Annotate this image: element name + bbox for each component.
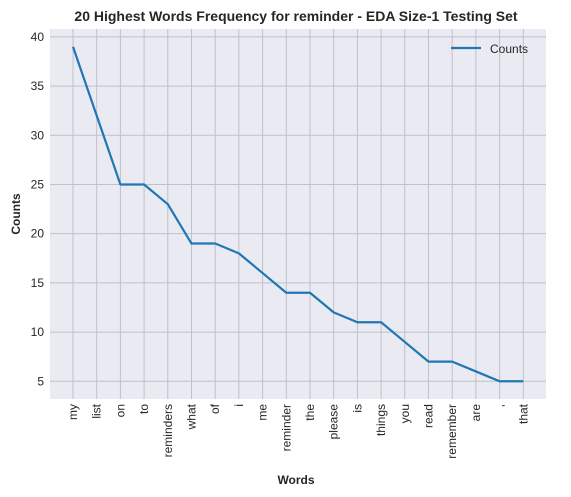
- x-tick-label: on: [113, 404, 127, 417]
- x-tick-label: are: [469, 404, 483, 422]
- y-tick-label: 20: [31, 227, 45, 241]
- y-tick-label: 30: [31, 128, 45, 142]
- x-tick-label: what: [185, 403, 199, 430]
- x-tick-label: to: [137, 404, 151, 414]
- x-axis-ticks: my list on to reminders what of i me reminder the p…: [66, 403, 530, 458]
- y-tick-label: 10: [31, 325, 45, 339]
- x-tick-label: me: [256, 404, 270, 421]
- chart-title: 20 Highest Words Frequency for reminder …: [74, 8, 518, 24]
- y-tick-label: 25: [31, 177, 45, 191]
- x-tick-label: you: [398, 404, 412, 423]
- y-tick-label: 40: [31, 30, 45, 44]
- y-axis-label: Counts: [9, 193, 23, 235]
- x-tick-label: is: [350, 404, 364, 413]
- x-tick-label: ,: [493, 404, 507, 407]
- x-tick-label: read: [422, 404, 436, 428]
- x-axis-label: Words: [277, 473, 314, 487]
- x-tick-label: of: [208, 403, 222, 414]
- x-tick-label: things: [374, 404, 388, 436]
- x-tick-label: list: [90, 403, 104, 418]
- x-tick-label: my: [66, 404, 80, 420]
- x-tick-label: please: [327, 404, 341, 440]
- x-tick-label: reminder: [279, 404, 293, 451]
- y-tick-label: 15: [31, 276, 45, 290]
- x-tick-label: i: [232, 404, 246, 407]
- plot-area: [50, 29, 546, 399]
- x-tick-label: reminders: [161, 404, 175, 457]
- x-tick-label: remember: [445, 404, 459, 459]
- y-tick-label: 35: [31, 79, 45, 93]
- x-tick-label: the: [303, 404, 317, 421]
- y-axis-ticks: 5 10 15 20 25 30 35 40: [31, 30, 45, 388]
- legend-label: Counts: [490, 42, 528, 56]
- y-tick-label: 5: [37, 374, 44, 388]
- x-tick-label: that: [516, 403, 530, 424]
